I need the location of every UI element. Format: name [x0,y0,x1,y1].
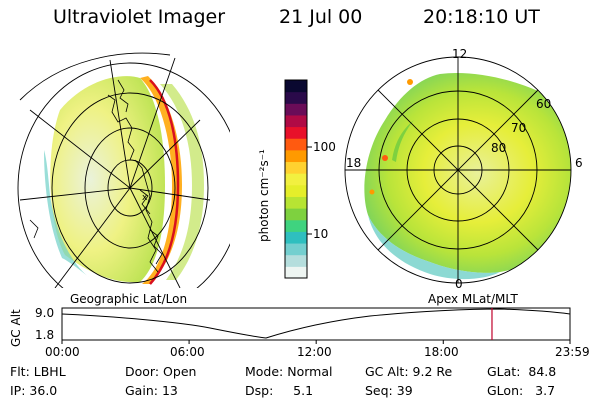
info-glon-label: GLon: [487,383,524,398]
colorbar-swatch [285,161,307,174]
strip-xtick-1200: 12:00 [297,345,332,359]
strip-xtick-0000: 00:00 [45,345,80,359]
strip-ytick-top: 9.0 [35,306,55,320]
info-door-label: Door: [125,364,160,379]
mlt-label-18: 18 [346,156,362,170]
left-map-caption: Geographic Lat/Lon [70,292,188,306]
left-aurora-image [50,76,166,283]
left-cyan-band [44,150,90,278]
instrument-title: Ultraviolet Imager [53,6,226,28]
colorbar-frame [284,79,308,279]
strip-xtick-1800: 18:00 [424,345,459,359]
strip-xtick-2359: 23:59 [555,345,590,359]
info-glat: GLat: 84.8 [487,364,557,379]
colorbar-swatch [285,173,307,186]
info-dsp: Dsp: 5.1 [245,383,314,398]
left-outer-halo [160,84,204,280]
colorbar-swatch [285,138,307,151]
colorbar-swatch [285,114,307,128]
mlt-label-12: 12 [452,47,468,61]
altitude-curve [61,308,571,339]
strip-ytick-bottom: 1.8 [35,328,55,342]
info-gain-value: 13 [161,383,178,398]
colorbar-swatch [285,196,307,209]
colorbar-swatch [285,266,307,279]
colorbar-swatch [285,103,307,116]
info-flt-label: Flt: [10,364,30,379]
left-coastlines [29,79,163,273]
info-door-value: Open [163,364,197,379]
mlt-label-0: 0 [455,277,463,291]
colorbar-swatch [285,231,307,244]
info-seq-value: 39 [396,383,413,398]
strip-frame [61,307,571,341]
info-glon-value: 3.7 [535,383,556,398]
info-flt: Flt: LBHL [10,364,66,379]
colorbar-swatch [285,208,307,221]
info-door: Door: Open [125,364,197,379]
colorbar-swatch [285,126,307,139]
geographic-map: x [17,52,230,288]
colorbar-label-100: 100 [313,140,336,154]
colorbar [284,79,312,279]
info-mode: Mode: Normal [245,364,333,379]
info-gcalt: GC Alt: 9.2 Re [365,364,453,379]
left-map-glyph: x [142,193,148,203]
time-label: 20:18:10 UT [423,6,540,28]
date-label: 21 Jul 00 [279,6,363,28]
info-flt-value: LBHL [33,364,66,379]
info-glon: GLon: 3.7 [487,383,556,398]
colorbar-swatch [285,149,307,163]
left-limb-glow [140,76,182,284]
strip-x-ticks [61,340,571,344]
right-green-arc [392,120,414,162]
info-gcalt-label: GC Alt: [365,364,409,379]
colorbar-swatch [285,219,307,232]
colorbar-swatch [285,91,307,104]
colorbar-stripes [285,80,307,279]
info-glat-label: GLat: [487,364,521,379]
mlat-label-80: 80 [491,141,507,155]
colorbar-swatch [285,184,307,197]
right-grid [344,56,572,284]
colorbar-unit-label: photon cm⁻²s⁻¹ [257,149,271,242]
right-hotspot-1 [407,79,413,85]
strip-xtick-0600: 06:00 [170,345,205,359]
right-map-caption: Apex MLat/MLT [428,292,518,306]
mlat-label-60: 60 [536,97,552,111]
info-mode-value: Normal [287,364,333,379]
info-glat-value: 84.8 [528,364,557,379]
colorbar-swatch [285,80,307,93]
colorbar-swatch [285,243,307,256]
info-dsp-value: 5.1 [293,383,314,398]
mlt-label-6: 6 [575,156,583,170]
info-mode-label: Mode: [245,364,284,379]
info-seq: Seq: 39 [365,383,413,398]
right-cyan-rim [368,215,500,280]
right-aurora-image [364,72,571,273]
mlat-label-70: 70 [511,121,527,135]
colorbar-swatch [285,254,307,267]
apex-polar-plot [344,56,572,284]
right-hotspot-3 [369,189,375,195]
info-gain: Gain: 13 [125,383,178,398]
info-dsp-label: Dsp: [245,383,274,398]
info-gcalt-value: 9.2 Re [412,364,453,379]
info-ip: IP: 36.0 [10,383,58,398]
info-gain-label: Gain: [125,383,158,398]
right-hotspot-2 [382,155,388,161]
info-ip-label: IP: [10,383,26,398]
info-ip-value: 36.0 [29,383,58,398]
strip-ylabel: GC Alt [9,309,23,347]
colorbar-label-10: 10 [313,227,329,241]
altitude-strip [61,307,571,344]
info-seq-label: Seq: [365,383,393,398]
